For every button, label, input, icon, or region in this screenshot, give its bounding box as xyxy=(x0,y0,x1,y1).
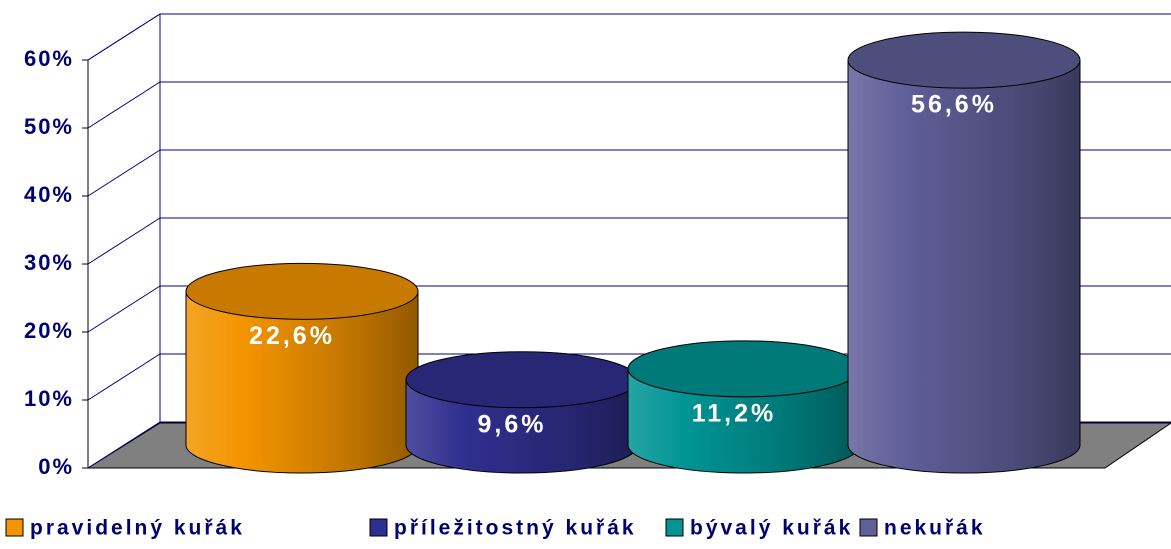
side-grid-line xyxy=(87,421,161,469)
legend-swatch xyxy=(665,518,684,537)
cylinder: 11,2% xyxy=(627,340,861,474)
y-tick-label: 20% xyxy=(24,318,74,343)
data-label: 11,2% xyxy=(692,399,777,427)
cylinder-top xyxy=(627,340,861,398)
y-tick-label: 30% xyxy=(24,250,74,275)
cylinder: 56,6% xyxy=(847,31,1081,474)
cylinder: 22,6% xyxy=(185,262,419,474)
side-grid-line xyxy=(87,13,161,61)
legend-swatch xyxy=(859,518,878,537)
cylinder-top xyxy=(185,262,419,320)
cylinder: 9,6% xyxy=(405,351,639,474)
y-tick-label: 40% xyxy=(24,182,74,207)
cylinder-top xyxy=(405,351,639,409)
cylinder-body xyxy=(627,368,861,474)
cylinder-body xyxy=(847,59,1081,474)
cylinder-top xyxy=(847,31,1081,89)
data-label: 9,6% xyxy=(478,410,547,438)
y-tick-label: 50% xyxy=(24,114,74,139)
cylinder-body xyxy=(185,290,419,474)
legend-label: bývalý kuřák xyxy=(690,517,853,540)
legend-swatch xyxy=(369,518,388,537)
y-tick-label: 0% xyxy=(38,454,74,479)
data-label: 22,6% xyxy=(249,322,335,350)
data-label: 56,6% xyxy=(911,91,997,119)
side-grid-line xyxy=(87,81,161,129)
legend-label: příležitostný kuřák xyxy=(394,517,637,540)
legend-label: nekuřák xyxy=(884,517,986,540)
side-grid-line xyxy=(87,285,161,333)
side-grid-line xyxy=(87,353,161,401)
legend-swatch xyxy=(5,518,24,537)
side-grid-line xyxy=(87,149,161,197)
legend-label: pravidelný kuřák xyxy=(30,517,245,540)
y-tick-label: 10% xyxy=(24,386,74,411)
y-tick-label: 60% xyxy=(24,46,74,71)
side-grid-line xyxy=(87,217,161,265)
